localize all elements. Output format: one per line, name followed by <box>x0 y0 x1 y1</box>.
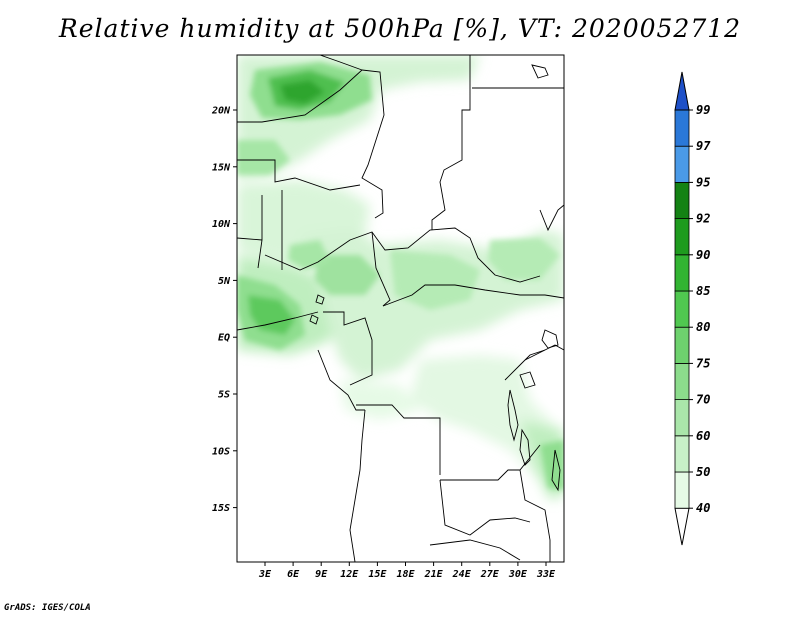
colorbar-label: 95 <box>696 175 710 189</box>
colorbar-swatch <box>674 471 690 509</box>
colorbar-label: 70 <box>696 393 710 407</box>
lon-label: 21E <box>424 569 444 580</box>
latitude-axis: 20N 15N 10N 5N EQ 5S 10S 15S <box>211 106 237 514</box>
colorbar-swatch <box>674 399 690 437</box>
grads-credit: GrADS: IGES/COLA <box>4 603 91 613</box>
humidity-field <box>237 55 564 500</box>
colorbar-label: 99 <box>696 103 710 117</box>
colorbar: 40 50 60 70 75 80 85 90 92 95 97 99 <box>674 71 711 546</box>
lat-label: 15S <box>212 503 230 514</box>
colorbar-swatch <box>674 326 690 364</box>
lon-label: 30E <box>508 569 528 580</box>
lon-label: 27E <box>480 569 500 580</box>
colorbar-label: 92 <box>696 212 710 226</box>
colorbar-swatch <box>674 254 690 292</box>
lon-label: 9E <box>315 569 328 580</box>
lakes <box>309 64 561 492</box>
colorbar-swatch <box>674 290 690 328</box>
colorbar-swatch <box>674 145 690 183</box>
colorbar-upper-arrow <box>674 71 690 111</box>
colorbar-swatch <box>674 435 690 473</box>
lon-label: 3E <box>258 569 272 580</box>
lat-label: 10S <box>212 446 230 457</box>
colorbar-label: 80 <box>696 320 710 334</box>
map-frame <box>236 54 565 563</box>
colorbar-label: 60 <box>696 429 710 443</box>
lon-label: 12E <box>340 569 359 580</box>
colorbar-label: 85 <box>696 284 710 298</box>
colorbar-label: 90 <box>696 248 710 262</box>
lon-label: 18E <box>396 569 415 580</box>
colorbar-swatch <box>674 109 690 147</box>
lon-label: 15E <box>368 569 387 580</box>
longitude-axis: 3E 6E 9E 12E 15E 18E 21E 24E 27E 30E 33E <box>258 562 556 580</box>
lat-label: 20N <box>211 106 231 117</box>
lon-label: 33E <box>536 569 556 580</box>
map-title: Relative humidity at 500hPa [%], VT: 202… <box>58 14 742 43</box>
colorbar-swatch <box>674 181 690 219</box>
lat-label: 5N <box>218 276 231 287</box>
colorbar-label: 97 <box>696 139 711 153</box>
lat-label: 15N <box>212 162 231 173</box>
lat-label: EQ <box>218 333 230 344</box>
colorbar-label: 50 <box>696 465 710 479</box>
lon-label: 6E <box>287 569 300 580</box>
colorbar-label: 40 <box>696 501 710 515</box>
colorbar-swatch <box>674 218 690 256</box>
lat-label: 10N <box>212 219 231 230</box>
colorbar-lower-arrow <box>674 507 690 546</box>
lon-label: 24E <box>452 569 472 580</box>
lat-label: 5S <box>218 390 230 401</box>
country-borders <box>237 55 564 562</box>
colorbar-label: 75 <box>696 356 710 370</box>
colorbar-swatch <box>674 362 690 400</box>
